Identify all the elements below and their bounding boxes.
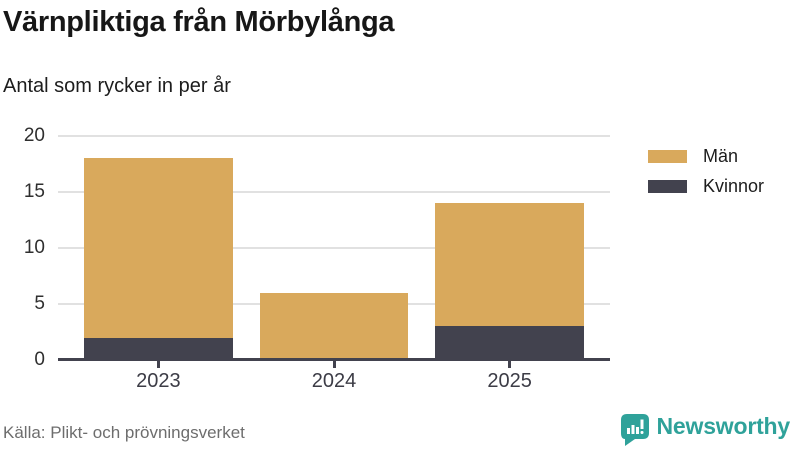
y-axis: 0 5 10 15 20 — [0, 125, 45, 370]
newsworthy-logo: Newsworthy — [620, 413, 790, 446]
bar-segment-kvinnor-2023 — [84, 337, 233, 360]
gridline-15 — [58, 191, 610, 193]
gridline-10 — [58, 247, 610, 249]
bar-2023 — [84, 136, 233, 360]
x-axis-line — [58, 358, 610, 361]
bar-segment-män-2024 — [259, 292, 409, 360]
legend-label-kvinnor: Kvinnor — [703, 176, 765, 196]
chart-subtitle: Antal som rycker in per år — [3, 75, 231, 97]
y-tick-label-20: 20 — [23, 125, 45, 146]
bar-segment-kvinnor-2025 — [435, 326, 585, 360]
bar-2024 — [259, 136, 409, 360]
newsworthy-wordmark: Newsworthy — [656, 413, 791, 439]
y-tick-label-5: 5 — [34, 293, 45, 314]
y-tick-label-10: 10 — [23, 237, 45, 258]
y-tick-label-0: 0 — [34, 349, 45, 370]
x-axis-label-2024: 2024 — [311, 370, 357, 392]
x-axis-ticks — [58, 361, 610, 368]
x-tick-2025 — [435, 361, 584, 368]
x-tick-2024 — [260, 361, 409, 368]
bar-segment-män-2025 — [435, 203, 585, 327]
legend: Män Kvinnor — [648, 146, 764, 197]
legend-label-män: Män — [703, 146, 739, 166]
x-axis-label-2025: 2025 — [487, 370, 532, 392]
x-tick-mark — [156, 361, 160, 368]
chart-title: Värnpliktiga från Mörbylånga — [3, 6, 395, 38]
gridline-20 — [58, 135, 610, 137]
y-tick-label-15: 15 — [23, 181, 45, 202]
legend-item-kvinnor: Kvinnor — [648, 176, 764, 197]
plot-area — [58, 135, 610, 360]
x-tick-mark — [332, 361, 336, 368]
x-tick-2023 — [84, 361, 233, 368]
legend-item-män: Män — [648, 146, 764, 167]
source-note: Källa: Plikt- och prövningsverket — [3, 423, 245, 442]
x-axis-labels: 2023 2024 2025 — [58, 370, 610, 393]
x-axis-label-2023: 2023 — [136, 370, 181, 392]
legend-swatch-män — [648, 150, 687, 163]
bar-segment-män-2023 — [84, 158, 233, 338]
newsworthy-bubble-icon — [620, 413, 649, 446]
bar-2025 — [435, 136, 585, 360]
x-tick-mark — [508, 361, 512, 368]
bars-container — [58, 136, 610, 360]
legend-swatch-kvinnor — [648, 180, 687, 193]
